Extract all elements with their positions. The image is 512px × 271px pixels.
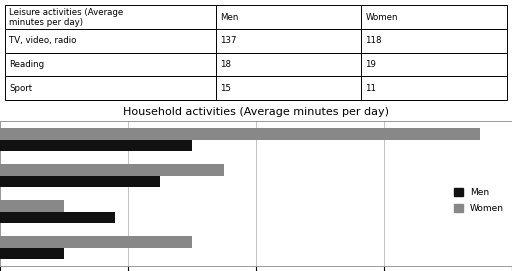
- Title: Household activities (Average minutes per day): Household activities (Average minutes pe…: [123, 107, 389, 117]
- Bar: [361, 76, 507, 100]
- Bar: [216, 76, 361, 100]
- Bar: [0, 247, 64, 259]
- Bar: [0, 236, 192, 247]
- Text: 19: 19: [366, 60, 376, 69]
- Bar: [0, 212, 115, 223]
- Text: Men: Men: [220, 13, 238, 22]
- Bar: [361, 29, 507, 53]
- Text: Sport: Sport: [9, 84, 32, 93]
- Bar: [0, 140, 192, 151]
- Bar: [5, 76, 216, 100]
- Text: 15: 15: [220, 84, 231, 93]
- Bar: [0, 200, 64, 212]
- Bar: [216, 5, 361, 29]
- Text: 18: 18: [220, 60, 231, 69]
- Bar: [0, 176, 160, 187]
- Bar: [361, 53, 507, 76]
- Bar: [216, 29, 361, 53]
- Text: TV, video, radio: TV, video, radio: [9, 36, 77, 45]
- Bar: [5, 29, 216, 53]
- Bar: [216, 53, 361, 76]
- Legend: Men, Women: Men, Women: [450, 184, 507, 217]
- Text: Women: Women: [366, 13, 398, 22]
- Bar: [0, 128, 480, 140]
- Bar: [0, 164, 224, 176]
- Bar: [5, 53, 216, 76]
- Bar: [361, 5, 507, 29]
- Text: 118: 118: [366, 36, 382, 45]
- Text: Leisure activities (Average
minutes per day): Leisure activities (Average minutes per …: [9, 8, 123, 27]
- Bar: [5, 5, 216, 29]
- Text: 137: 137: [220, 36, 237, 45]
- Text: Reading: Reading: [9, 60, 45, 69]
- Text: 11: 11: [366, 84, 376, 93]
